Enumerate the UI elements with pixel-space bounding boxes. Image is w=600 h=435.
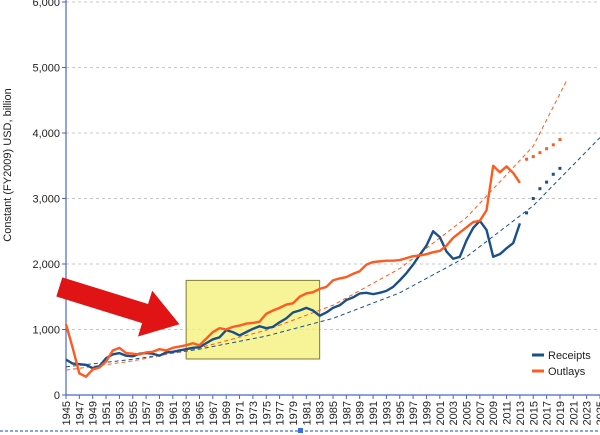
projection-point [545,180,549,184]
x-tick-label: 2003 [448,401,460,425]
x-tick-label: 1969 [221,401,233,425]
gridlines [66,1,600,396]
x-tick-label: 1955 [128,401,140,425]
y-axis: 0 1,000 2,000 3,000 4,000 5,000 6,000 [32,0,67,402]
x-tick-label: 1975 [261,401,273,425]
x-tick-label: 1985 [328,401,340,425]
y-tick-label: 1,000 [32,325,60,337]
legend-label-outlays: Outlays [548,366,586,378]
y-tick-label: 0 [54,390,60,402]
projection-point [531,197,535,200]
y-axis-label: Constant (FY2009) USD, billion [2,88,14,241]
x-tick-label: 1999 [421,401,433,425]
x-tick-label: 1957 [141,401,153,425]
x-tick-label: 1953 [114,401,126,425]
x-axis: 1945 1947 1949 1951 1953 1955 1957 1959 1961 1963… [61,394,600,425]
trendlines [65,80,600,371]
projection-point [525,211,529,215]
x-tick-label: 2021 [568,401,580,425]
x-tick-label: 1997 [408,401,420,425]
x-tick-label: 1987 [341,401,353,425]
x-tick-label: 2009 [488,401,500,425]
x-tick-label: 1971 [235,401,247,425]
highlight-box [185,279,321,360]
x-tick-label: 2007 [475,401,487,425]
projection-point [538,187,542,191]
bottom-scroll-bar[interactable] [0,428,600,433]
x-tick-label: 1967 [208,401,220,425]
x-tick-label: 1979 [288,401,300,425]
legend-label-receipts: Receipts [548,350,591,362]
y-tick-label: 5,000 [32,63,60,75]
x-tick-label: 2005 [462,401,474,425]
y-tick-label: 4,000 [32,128,60,140]
projection-point [558,138,562,142]
y-tick-label: 6,000 [32,0,60,9]
x-tick-label: 2017 [542,401,554,425]
projection-point [551,143,555,147]
x-tick-label: 1993 [381,401,393,425]
x-tick-label: 1977 [275,401,287,425]
x-tick-label: 1963 [181,401,193,425]
x-tick-label: 1959 [154,401,166,425]
projection-point [538,151,542,155]
x-tick-label: 1965 [195,401,207,425]
projection-point [545,147,549,151]
arrow-icon [56,277,180,337]
x-tick-label: 1981 [301,401,313,425]
x-tick-label: 1947 [74,401,86,425]
x-tick-label: 1945 [61,401,73,425]
x-tick-label: 2025 [595,401,600,425]
x-tick-label: 2011 [502,401,514,425]
x-tick-label: 1995 [395,401,407,425]
x-tick-label: 1973 [248,401,260,425]
series-line-outlays [64,164,521,378]
projection-point [525,157,529,161]
legend: Receipts Outlays [532,350,591,378]
x-tick-label: 2019 [555,401,567,425]
x-tick-label: 1983 [315,401,327,425]
trendline [65,80,568,371]
projection-point [558,166,562,170]
x-tick-label: 1991 [368,401,380,425]
x-tick-label: 1961 [168,401,180,425]
projection-point [551,172,555,176]
x-tick-label: 1989 [355,401,367,425]
x-tick-label: 2015 [528,401,540,425]
projection-point [531,155,535,159]
y-tick-label: 2,000 [32,259,60,271]
x-tick-label: 1949 [88,401,100,425]
x-tick-label: 2013 [515,401,527,425]
x-tick-label: 1951 [101,401,113,425]
y-tick-label: 3,000 [32,194,60,206]
x-tick-label: 2023 [582,401,594,425]
projections [525,138,562,215]
data-series [64,164,522,378]
x-tick-label: 2001 [435,401,447,425]
